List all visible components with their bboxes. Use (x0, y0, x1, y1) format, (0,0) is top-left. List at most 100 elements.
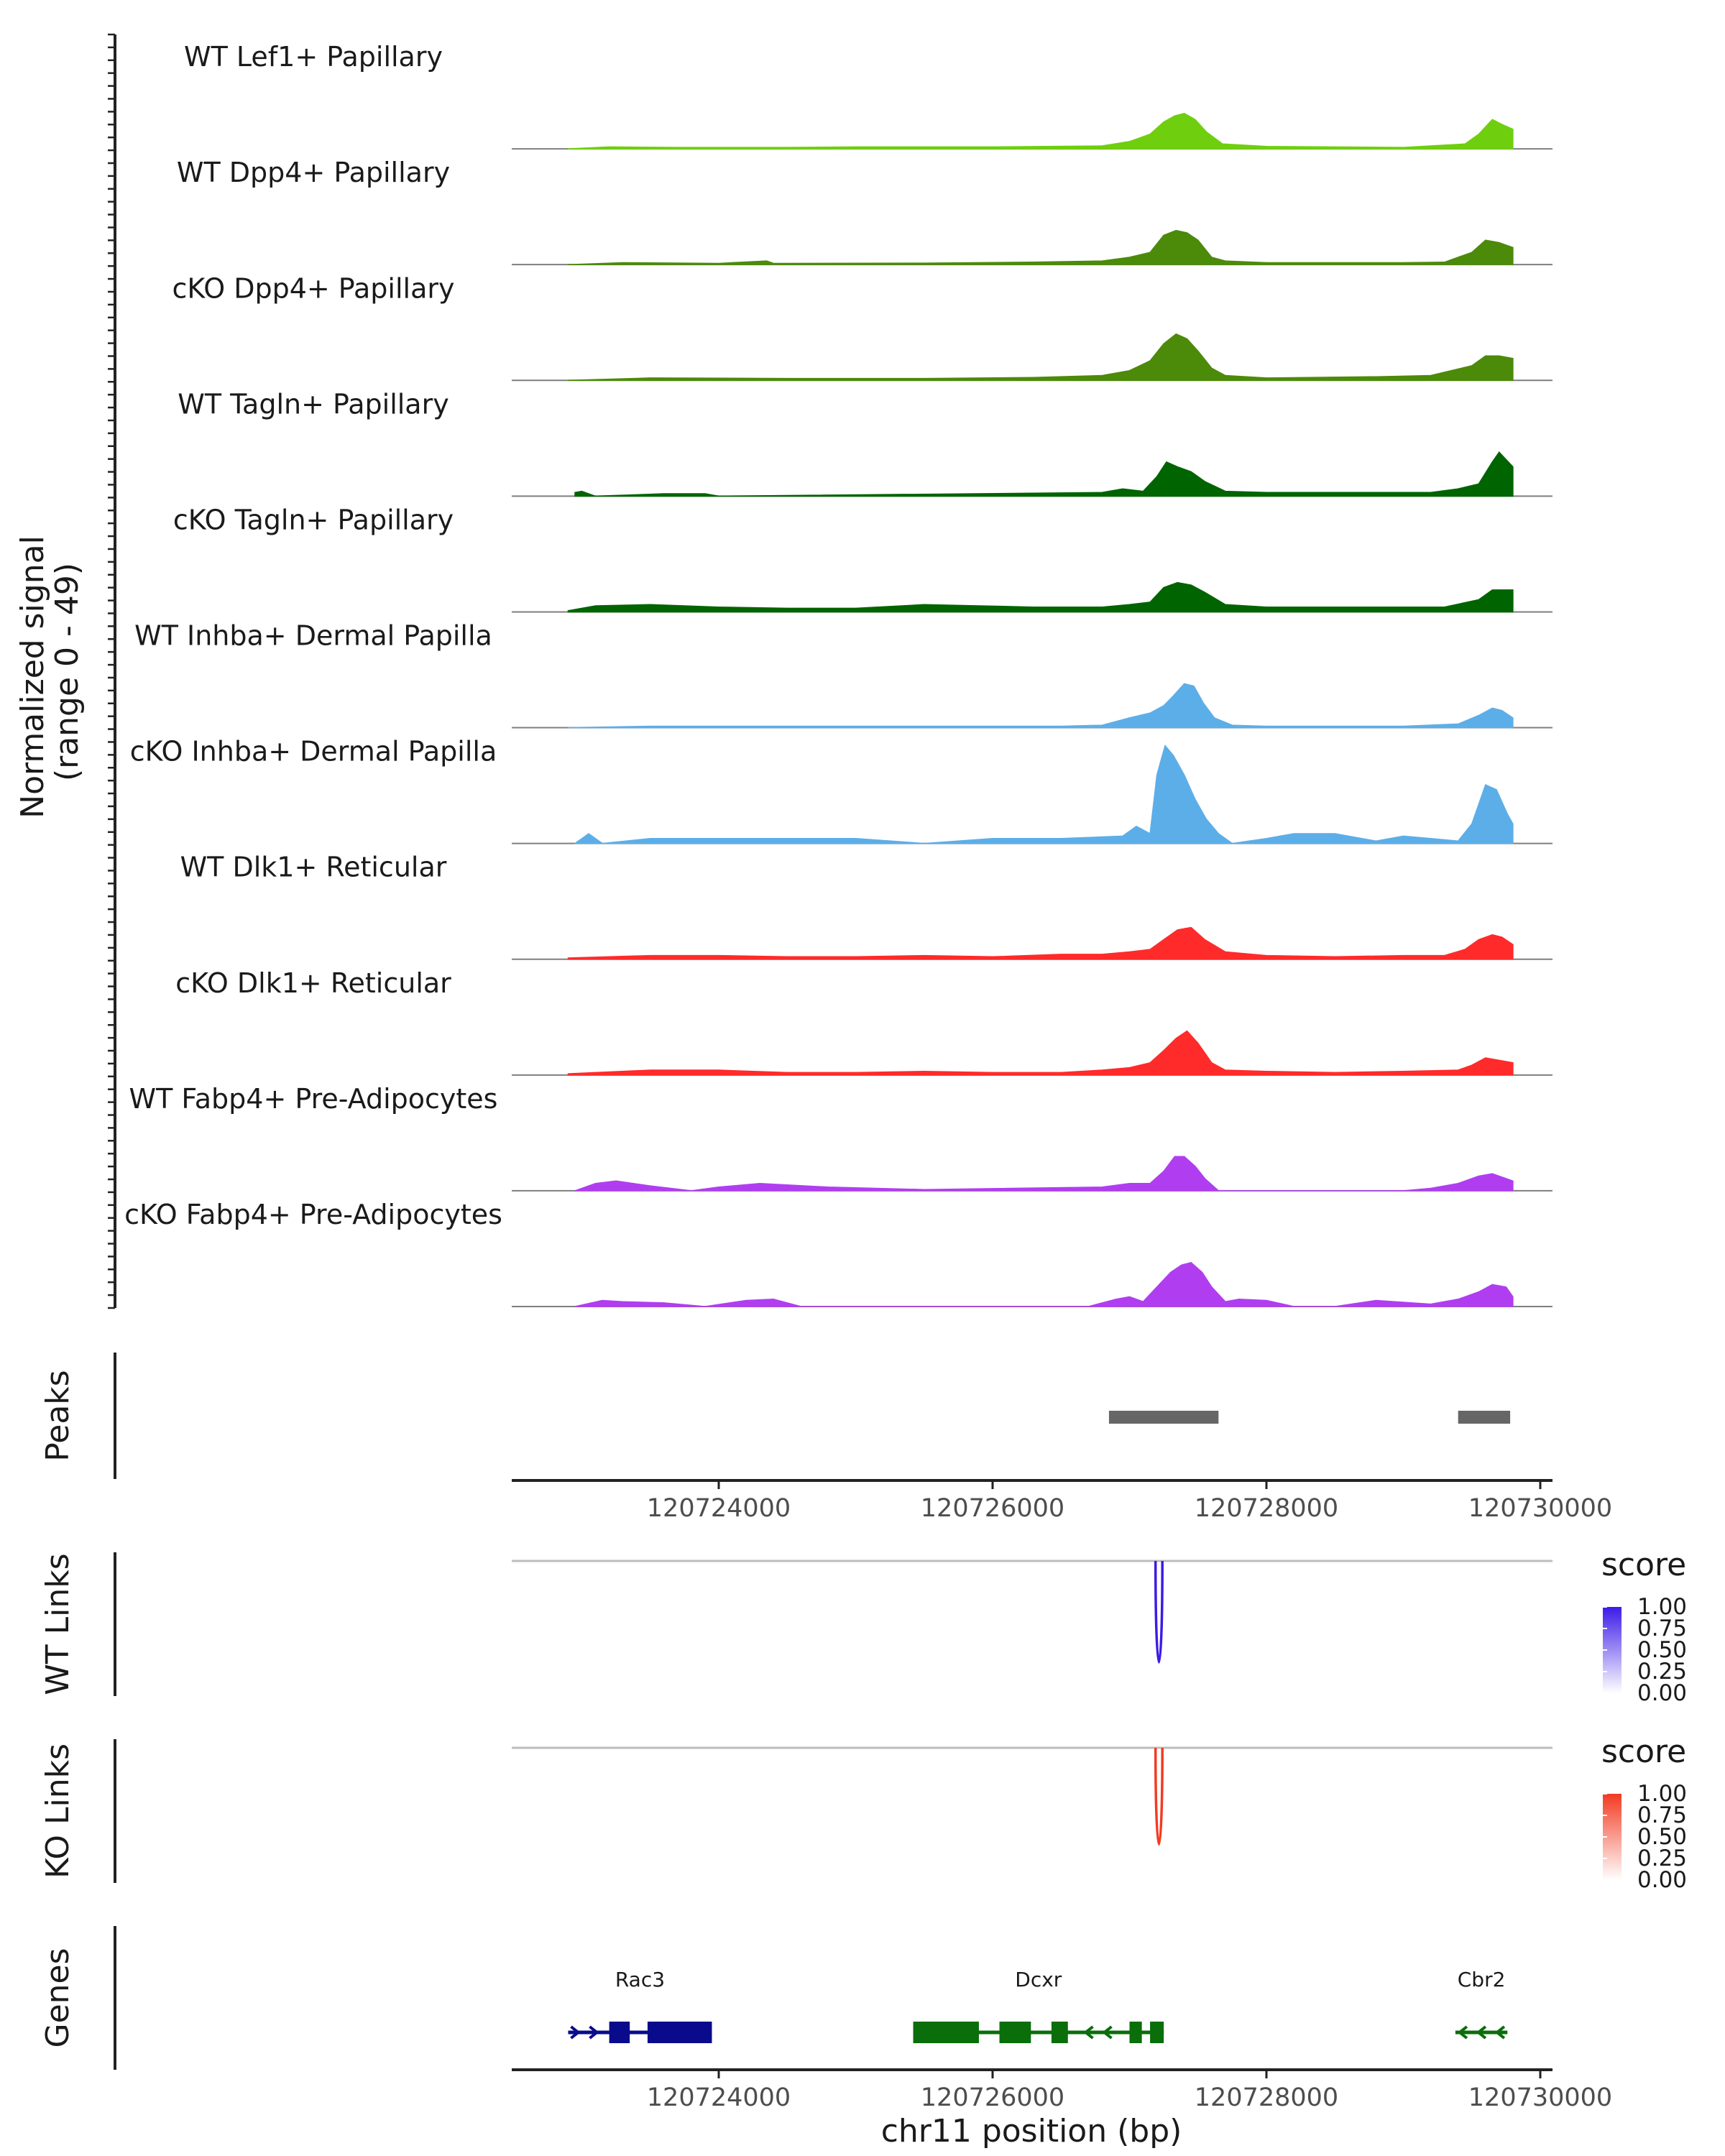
coverage-area (567, 581, 1514, 613)
coverage-area (567, 229, 1514, 265)
coverage-track: cKO Dlk1+ Reticular (175, 967, 1552, 1076)
legend-title: score (1601, 1547, 1686, 1583)
coverage-area (574, 745, 1514, 844)
coverage-ylabel: Normalized signal (range 0 - 49) (14, 525, 86, 819)
coverage-track: WT Dpp4+ Papillary (177, 157, 1552, 266)
gene-exon (609, 2022, 630, 2043)
x-axis-tick-label: 120728000 (1195, 2083, 1338, 2112)
coverage-track: cKO Tagln+ Papillary (173, 504, 1552, 613)
coverage-track-label: WT Tagln+ Papillary (178, 388, 448, 420)
coverage-area (567, 112, 1514, 149)
legend-tick-label: 0.00 (1637, 1867, 1687, 1893)
links-track-label: WT Links (40, 1553, 76, 1695)
gene-name: Cbr2 (1458, 1968, 1506, 1991)
genes-label: Genes (40, 1948, 76, 2047)
gene-exon (1150, 2022, 1164, 2043)
x-axis-title: chr11 position (bp) (881, 2113, 1182, 2150)
legend-tick-label: 0.00 (1637, 1680, 1687, 1706)
coverage-track: cKO Fabp4+ Pre-Adipocytes (124, 1199, 1552, 1307)
peak-bar (1458, 1411, 1511, 1424)
strand-arrow (1494, 2025, 1506, 2040)
link-arc (1154, 1747, 1164, 1846)
peaks-track: Peaks 120724000 120726000 120728000 1207300… (40, 1353, 1612, 1523)
coverage-track-label: WT Inhba+ Dermal Papilla (134, 620, 492, 652)
coverage-track-label: WT Dpp4+ Papillary (177, 157, 450, 188)
coverage-track-label: cKO Fabp4+ Pre-Adipocytes (124, 1199, 502, 1230)
coverage-area (567, 333, 1514, 382)
links-track-label: KO Links (40, 1743, 76, 1879)
gene-model: Cbr2 (1455, 1968, 1508, 2040)
coverage-track-label: cKO Dpp4+ Papillary (172, 272, 454, 304)
peaks-label: Peaks (40, 1370, 76, 1461)
strand-arrow (1457, 2025, 1468, 2040)
strand-arrow (1476, 2025, 1487, 2040)
coverage-track-label: cKO Dlk1+ Reticular (175, 967, 451, 999)
x-axis-tick-label: 120724000 (647, 2083, 791, 2112)
coverage-track-label: WT Lef1+ Papillary (184, 41, 443, 73)
coverage-track-label: cKO Inhba+ Dermal Papilla (130, 736, 497, 768)
coverage-track: cKO Inhba+ Dermal Papilla (130, 736, 1552, 844)
legend-tick-label: 0.75 (1637, 1802, 1687, 1828)
coverage-track: cKO Dpp4+ Papillary (172, 272, 1552, 382)
links-track: WT Links score 1.000.750.500.250.00 (40, 1547, 1687, 1706)
peak-bars (1108, 1411, 1511, 1424)
gene-exon (913, 2022, 979, 2043)
legend-tick-label: 0.50 (1637, 1824, 1687, 1850)
x-axis-tick-label: 120726000 (921, 2083, 1064, 2112)
legend-tick-label: 0.25 (1637, 1846, 1687, 1871)
gene-exon (999, 2022, 1031, 2043)
links-legend: score 1.000.750.500.250.00 (1601, 1547, 1687, 1706)
strand-arrow (570, 2025, 581, 2040)
links-legend: score 1.000.750.500.250.00 (1601, 1733, 1687, 1893)
coverage-track: WT Fabp4+ Pre-Adipocytes (129, 1083, 1552, 1192)
links-track: KO Links score 1.000.750.500.250.00 (40, 1733, 1687, 1893)
strand-arrow (589, 2025, 599, 2040)
coverage-area (567, 926, 1514, 960)
link-arc (1154, 1560, 1164, 1664)
gene-exon (647, 2022, 712, 2043)
gene-model: Dcxr (913, 1968, 1164, 2043)
coverage-track: WT Dlk1+ Reticular (180, 852, 1552, 960)
peaks-x-axis: 120724000 120726000 120728000 120730000 (647, 1480, 1612, 1523)
coverage-tracks: WT Lef1+ Papillary WT Dpp4+ Papillary cKO … (124, 41, 1552, 1307)
peak-bar (1108, 1411, 1219, 1424)
gene-name: Dcxr (1015, 1968, 1062, 1991)
coverage-area (574, 1261, 1514, 1307)
x-axis-tick-label: 120728000 (1195, 1494, 1338, 1523)
coverage-track: WT Tagln+ Papillary (178, 388, 1552, 497)
legend-tick-label: 1.00 (1637, 1781, 1687, 1807)
x-axis-tick-label: 120730000 (1468, 1494, 1612, 1523)
coverage-track: WT Inhba+ Dermal Papilla (134, 620, 1552, 729)
x-axis-tick-label: 120730000 (1468, 2083, 1612, 2112)
strand-arrow (1102, 2025, 1113, 2040)
gene-name: Rac3 (615, 1968, 665, 1991)
coverage-axis-ticks (108, 33, 115, 1309)
coverage-area (567, 1030, 1514, 1076)
legend-tick-label: 0.50 (1637, 1637, 1687, 1663)
coverage-ylabel-line2: (range 0 - 49) (49, 563, 86, 781)
coverage-track-label: WT Fabp4+ Pre-Adipocytes (129, 1083, 498, 1115)
coverage-track-label: cKO Tagln+ Papillary (173, 504, 454, 535)
strand-arrow (1083, 2025, 1094, 2040)
coverage-y-axis: Normalized signal (range 0 - 49) (14, 33, 116, 1309)
coverage-area (567, 683, 1514, 729)
genes-x-axis: 120724000 120726000 120728000 120730000 (647, 2070, 1612, 2112)
legend-tick-label: 0.25 (1637, 1659, 1687, 1685)
legend-tick-label: 0.75 (1637, 1616, 1687, 1641)
genes-track: Genes Rac3 Dcxr Cbr2 120724000 120726000 120… (40, 1926, 1612, 2150)
x-axis-tick-label: 120726000 (921, 1494, 1064, 1523)
legend-tick-label: 1.00 (1637, 1594, 1687, 1620)
coverage-track: WT Lef1+ Papillary (184, 41, 1552, 150)
coverage-area (574, 1156, 1514, 1192)
legend-title: score (1601, 1733, 1686, 1770)
x-axis-tick-label: 120724000 (647, 1494, 791, 1523)
coverage-track-label: WT Dlk1+ Reticular (180, 852, 447, 883)
coverage-area (574, 451, 1514, 497)
gene-model: Rac3 (568, 1968, 712, 2043)
gene-models: Rac3 Dcxr Cbr2 (568, 1968, 1508, 2043)
gene-exon (1129, 2022, 1142, 2043)
gene-exon (1051, 2022, 1068, 2043)
